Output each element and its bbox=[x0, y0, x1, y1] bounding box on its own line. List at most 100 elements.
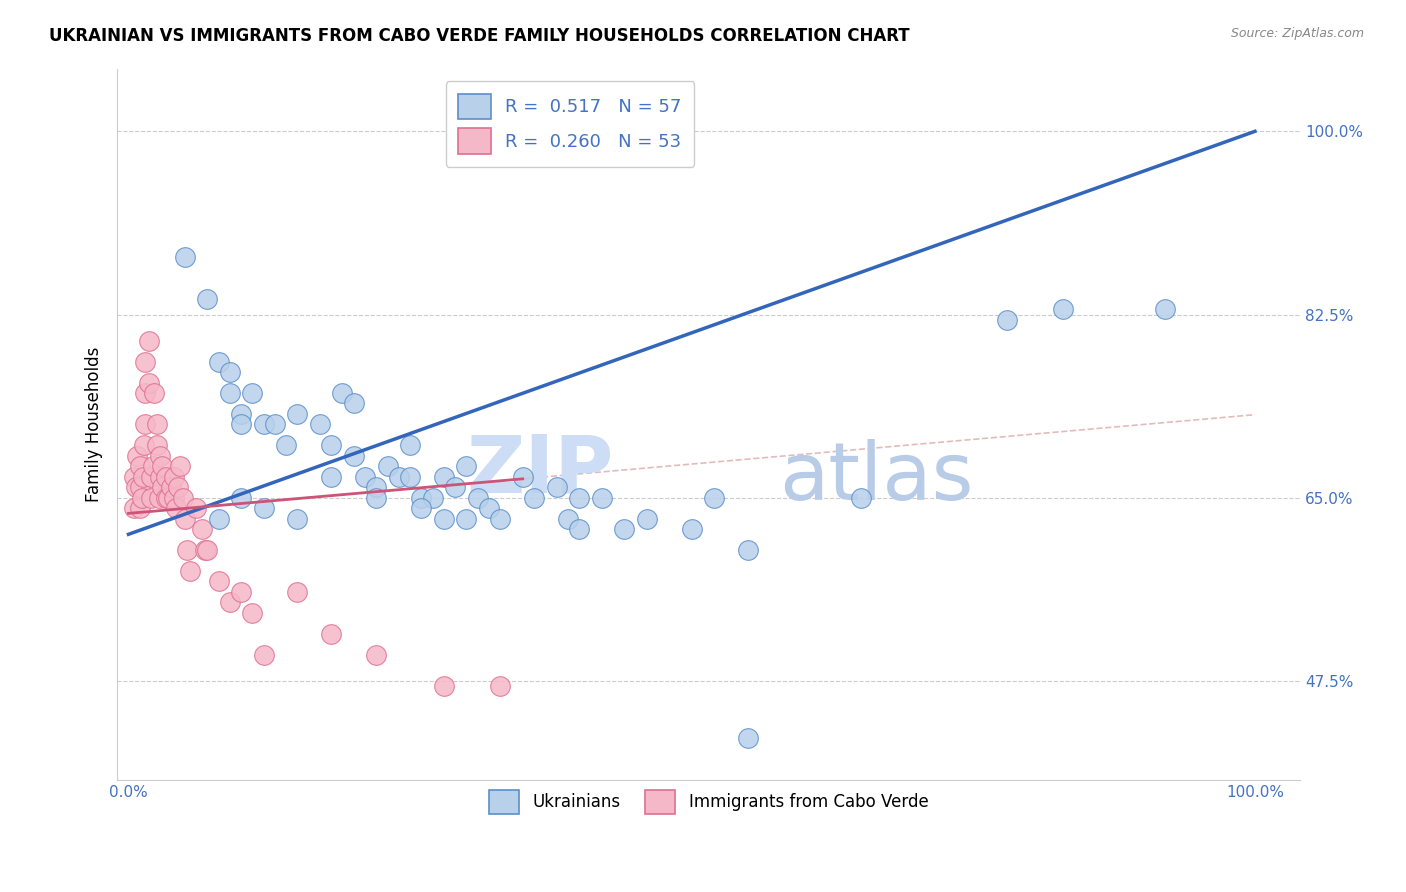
Point bbox=[253, 648, 276, 662]
Point bbox=[489, 511, 512, 525]
Point bbox=[467, 491, 489, 505]
Y-axis label: Family Households: Family Households bbox=[86, 347, 103, 502]
Point bbox=[143, 386, 166, 401]
Point bbox=[444, 480, 467, 494]
Point bbox=[287, 511, 309, 525]
Point bbox=[207, 511, 229, 525]
Point bbox=[218, 595, 240, 609]
Point bbox=[149, 469, 172, 483]
Point bbox=[737, 543, 759, 558]
Point bbox=[568, 522, 591, 536]
Point bbox=[122, 469, 145, 483]
Point bbox=[173, 250, 195, 264]
Point bbox=[138, 334, 160, 348]
Point bbox=[568, 491, 591, 505]
Point bbox=[343, 449, 366, 463]
Point bbox=[287, 407, 309, 421]
Point bbox=[218, 365, 240, 379]
Point bbox=[155, 469, 177, 483]
Point bbox=[388, 469, 411, 483]
Point bbox=[173, 511, 195, 525]
Point bbox=[849, 491, 872, 505]
Point bbox=[122, 501, 145, 516]
Point bbox=[253, 417, 276, 432]
Point bbox=[703, 491, 725, 505]
Point bbox=[160, 480, 183, 494]
Point bbox=[155, 491, 177, 505]
Point bbox=[366, 480, 388, 494]
Point bbox=[512, 469, 534, 483]
Text: atlas: atlas bbox=[779, 439, 974, 516]
Point bbox=[309, 417, 332, 432]
Point bbox=[287, 585, 309, 599]
Point bbox=[229, 491, 252, 505]
Point bbox=[148, 491, 170, 505]
Point bbox=[433, 511, 456, 525]
Point bbox=[195, 543, 218, 558]
Point bbox=[134, 417, 156, 432]
Point bbox=[240, 606, 263, 620]
Point bbox=[138, 376, 160, 390]
Legend: Ukrainians, Immigrants from Cabo Verde: Ukrainians, Immigrants from Cabo Verde bbox=[477, 779, 941, 825]
Point bbox=[489, 679, 512, 693]
Point bbox=[139, 469, 162, 483]
Point bbox=[354, 469, 377, 483]
Point bbox=[218, 386, 240, 401]
Point bbox=[546, 480, 568, 494]
Point bbox=[456, 511, 478, 525]
Point bbox=[321, 469, 343, 483]
Point bbox=[172, 491, 194, 505]
Point bbox=[179, 564, 201, 578]
Point bbox=[165, 501, 187, 516]
Point bbox=[134, 354, 156, 368]
Point bbox=[134, 386, 156, 401]
Point bbox=[240, 386, 263, 401]
Text: Source: ZipAtlas.com: Source: ZipAtlas.com bbox=[1230, 27, 1364, 40]
Point bbox=[150, 480, 173, 494]
Point bbox=[207, 354, 229, 368]
Point bbox=[194, 543, 217, 558]
Point bbox=[195, 292, 218, 306]
Point bbox=[169, 459, 191, 474]
Point bbox=[377, 459, 399, 474]
Point bbox=[162, 491, 184, 505]
Point bbox=[207, 574, 229, 589]
Point bbox=[613, 522, 636, 536]
Point bbox=[125, 480, 148, 494]
Point bbox=[128, 501, 150, 516]
Point bbox=[366, 491, 388, 505]
Point bbox=[433, 679, 456, 693]
Point bbox=[433, 469, 456, 483]
Point bbox=[253, 501, 276, 516]
Point bbox=[523, 491, 546, 505]
Point bbox=[456, 459, 478, 474]
Point bbox=[681, 522, 703, 536]
Point bbox=[145, 417, 167, 432]
Point bbox=[229, 417, 252, 432]
Point bbox=[128, 480, 150, 494]
Point bbox=[176, 543, 198, 558]
Point bbox=[132, 469, 155, 483]
Point bbox=[591, 491, 613, 505]
Point bbox=[131, 491, 153, 505]
Point bbox=[321, 438, 343, 452]
Text: UKRAINIAN VS IMMIGRANTS FROM CABO VERDE FAMILY HOUSEHOLDS CORRELATION CHART: UKRAINIAN VS IMMIGRANTS FROM CABO VERDE … bbox=[49, 27, 910, 45]
Point bbox=[229, 585, 252, 599]
Point bbox=[1153, 302, 1175, 317]
Text: ZIP: ZIP bbox=[467, 432, 614, 509]
Point bbox=[162, 469, 184, 483]
Point bbox=[128, 459, 150, 474]
Point bbox=[737, 731, 759, 746]
Point bbox=[478, 501, 501, 516]
Point bbox=[411, 501, 433, 516]
Point bbox=[366, 648, 388, 662]
Point bbox=[276, 438, 298, 452]
Point bbox=[557, 511, 579, 525]
Point bbox=[264, 417, 287, 432]
Point bbox=[636, 511, 658, 525]
Point bbox=[145, 438, 167, 452]
Point bbox=[399, 469, 422, 483]
Point bbox=[184, 501, 207, 516]
Point bbox=[229, 407, 252, 421]
Point bbox=[156, 491, 179, 505]
